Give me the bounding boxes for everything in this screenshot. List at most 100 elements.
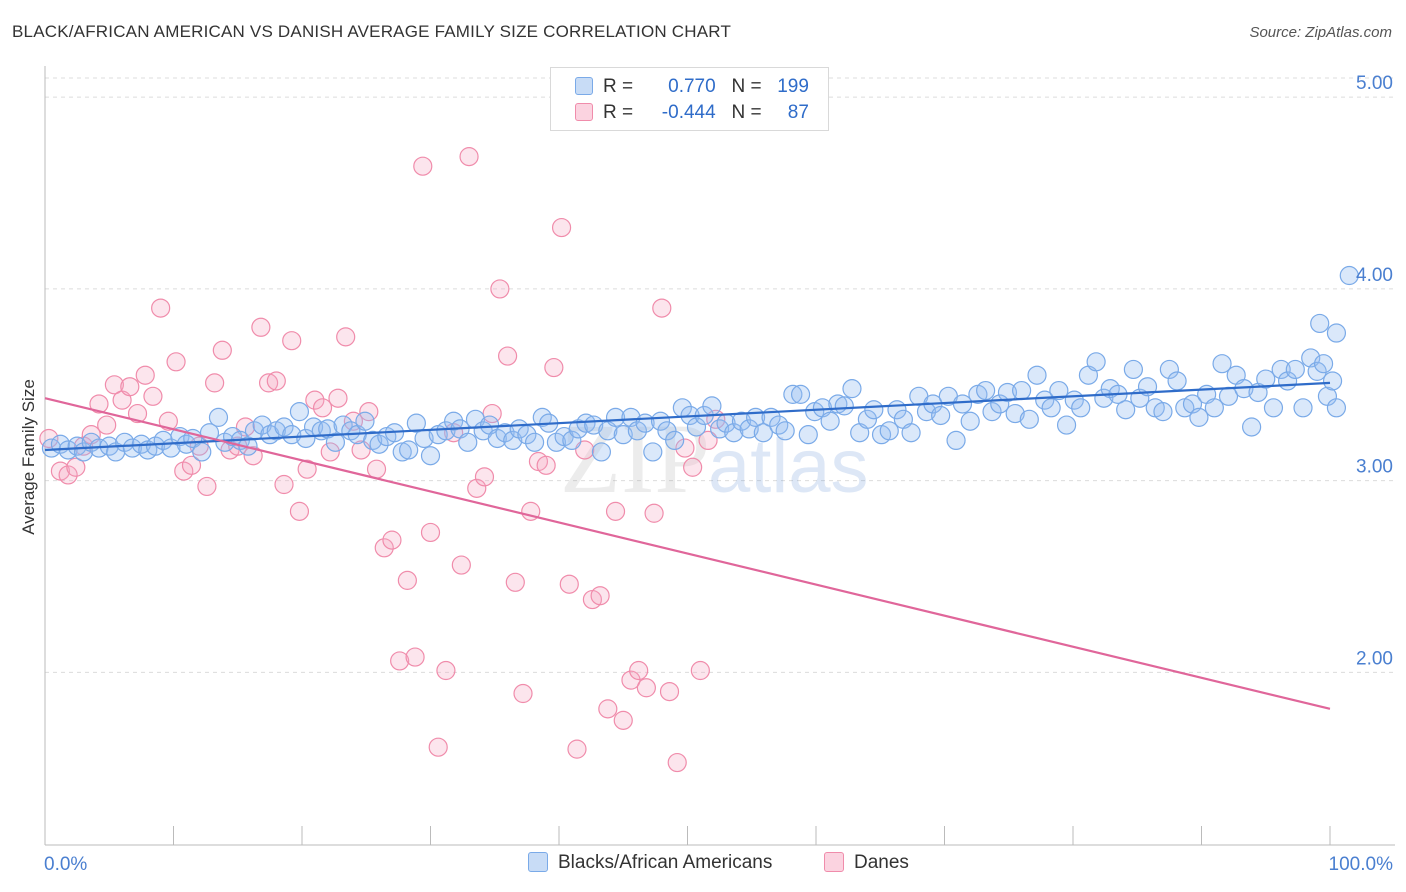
- point-danes: [667, 752, 687, 773]
- point-blacks: [562, 430, 582, 451]
- point-danes: [413, 156, 433, 176]
- point-blacks: [643, 442, 663, 462]
- point-blacks: [960, 411, 980, 431]
- point-danes: [251, 317, 271, 337]
- point-blacks: [1123, 359, 1143, 380]
- point-blacks: [325, 432, 346, 452]
- point-danes: [328, 388, 348, 408]
- legend-r-label: R =: [603, 76, 634, 97]
- point-danes: [683, 457, 703, 477]
- point-blacks: [724, 423, 744, 443]
- point-blacks: [1086, 352, 1106, 372]
- point-blacks: [982, 402, 1002, 422]
- point-blacks: [296, 428, 316, 449]
- point-danes: [205, 373, 225, 393]
- point-danes: [174, 461, 194, 481]
- axes: [44, 66, 1395, 846]
- point-danes: [675, 438, 695, 458]
- point-blacks: [444, 411, 464, 431]
- point-danes: [58, 465, 78, 485]
- bottom-legend-blacks: Blacks/African Americans: [528, 852, 772, 874]
- point-blacks: [420, 446, 441, 466]
- bottom-legend-swatch-blue: [528, 852, 548, 872]
- point-danes: [698, 430, 718, 451]
- point-blacks: [1019, 409, 1039, 429]
- point-blacks: [503, 430, 523, 451]
- point-danes: [629, 660, 649, 681]
- point-blacks: [1204, 398, 1224, 418]
- point-blacks: [369, 434, 389, 454]
- point-blacks: [252, 415, 272, 435]
- point-blacks: [1339, 265, 1359, 286]
- point-blacks: [1307, 361, 1327, 381]
- point-blacks: [702, 396, 722, 416]
- point-blacks: [495, 423, 515, 443]
- point-danes: [197, 476, 217, 497]
- point-blacks: [834, 396, 854, 416]
- point-blacks: [591, 442, 612, 462]
- watermark-atlas: atlas: [708, 424, 869, 509]
- series-danes: [39, 147, 726, 773]
- point-danes: [420, 522, 441, 543]
- point-blacks: [657, 421, 677, 441]
- point-blacks: [568, 419, 588, 439]
- point-blacks: [1189, 407, 1209, 427]
- point-blacks: [274, 417, 294, 437]
- point-danes: [274, 474, 294, 495]
- point-danes: [567, 739, 587, 759]
- point-danes: [621, 670, 641, 690]
- point-danes: [158, 411, 178, 431]
- point-blacks: [282, 425, 302, 445]
- point-danes: [266, 371, 286, 391]
- point-blacks: [546, 432, 567, 452]
- point-blacks: [901, 423, 921, 443]
- point-danes: [551, 217, 572, 238]
- point-danes: [297, 459, 317, 479]
- point-danes: [598, 699, 618, 719]
- point-danes: [104, 375, 124, 395]
- trend-line-blacks: [44, 381, 1331, 452]
- point-danes: [151, 298, 171, 318]
- point-danes: [382, 530, 402, 550]
- point-danes: [644, 503, 664, 523]
- point-danes: [482, 403, 502, 424]
- point-danes: [127, 403, 148, 424]
- point-blacks: [997, 382, 1018, 403]
- point-blacks: [1326, 323, 1347, 343]
- point-danes: [66, 457, 86, 477]
- point-danes: [305, 390, 325, 410]
- point-danes: [474, 467, 495, 487]
- point-blacks: [355, 411, 375, 431]
- point-blacks: [605, 407, 626, 427]
- point-danes: [436, 660, 456, 681]
- point-blacks: [289, 402, 310, 422]
- point-blacks: [406, 413, 426, 433]
- legend-swatch-pink: [575, 103, 593, 121]
- point-danes: [166, 352, 186, 372]
- point-danes: [258, 373, 279, 393]
- y-tick-label: 2.00: [1356, 648, 1393, 669]
- point-danes: [390, 651, 410, 671]
- point-danes: [366, 459, 387, 479]
- x-tick-label-max: 100.0%: [1329, 854, 1394, 875]
- point-blacks: [1056, 415, 1077, 435]
- point-danes: [559, 574, 579, 594]
- point-blacks: [857, 409, 878, 429]
- point-danes: [312, 398, 333, 418]
- point-danes: [459, 147, 479, 167]
- point-blacks: [192, 442, 212, 462]
- y-tick-label: 3.00: [1356, 457, 1393, 478]
- x-tick-labels: 0.0% 100.0%: [44, 854, 1393, 875]
- point-blacks: [1049, 380, 1069, 401]
- point-blacks: [524, 432, 545, 452]
- legend-n-value: 87: [787, 102, 809, 123]
- point-blacks: [1116, 400, 1136, 420]
- point-blacks: [1313, 354, 1334, 374]
- legend-n-value: 199: [777, 76, 809, 97]
- point-blacks: [399, 440, 419, 460]
- legend-r-value: 0.770: [668, 76, 716, 97]
- watermark: ZIP atlas: [560, 403, 869, 514]
- point-danes: [451, 555, 471, 575]
- point-blacks: [1027, 365, 1047, 385]
- point-danes: [659, 681, 680, 702]
